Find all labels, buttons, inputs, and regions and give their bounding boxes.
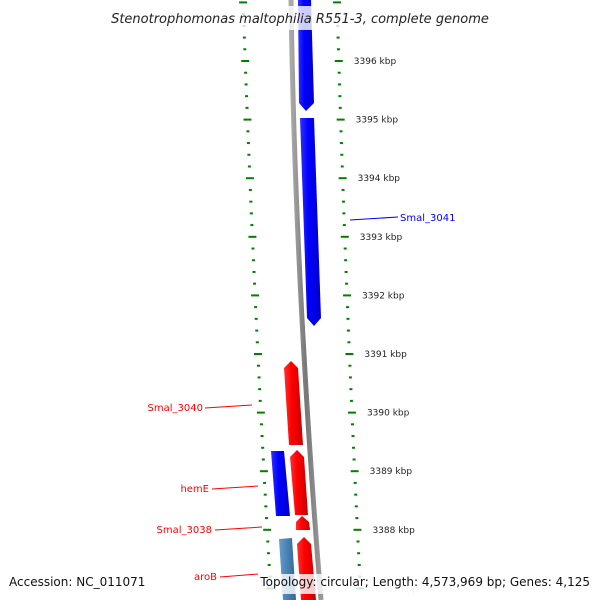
tick-label: 3391 kbp bbox=[364, 350, 407, 360]
tick-label: 3392 kbp bbox=[362, 291, 405, 301]
inner-tick-track bbox=[239, 1, 275, 590]
gene-label-smal-3038[interactable]: Smal_3038 bbox=[157, 525, 212, 536]
tick-label: 3395 kbp bbox=[356, 116, 399, 126]
label-line-smal-3040 bbox=[204, 404, 253, 409]
gene-smal-3040[interactable] bbox=[284, 361, 303, 445]
backbone-circle bbox=[288, 0, 324, 600]
accession-text: Accession: NC_011071 bbox=[9, 575, 145, 589]
tick-label: 3394 kbp bbox=[358, 174, 401, 184]
tick-label: 3396 kbp bbox=[354, 57, 397, 67]
outer-tick-track bbox=[333, 1, 365, 590]
tick-label: 3390 kbp bbox=[367, 409, 410, 419]
gene-label-smal-3040[interactable]: Smal_3040 bbox=[148, 403, 203, 414]
label-line-smal-3041 bbox=[349, 216, 399, 221]
gene-label-hemE[interactable]: hemE bbox=[180, 484, 209, 495]
label-line-hemE bbox=[211, 485, 259, 490]
tick-label: 3388 kbp bbox=[372, 526, 415, 536]
gene-reverse-red bbox=[290, 450, 308, 515]
tick-labels: 3396 kbp 3395 kbp 3394 kbp 3393 kbp 3392 kbp… bbox=[354, 57, 418, 594]
footer-band bbox=[0, 574, 600, 594]
gene-smal-3041[interactable] bbox=[300, 118, 321, 326]
genome-summary-text: Topology: circular; Length: 4,573,969 bp… bbox=[259, 575, 590, 589]
label-line-smal-3038 bbox=[214, 526, 263, 531]
tick-label: 3393 kbp bbox=[360, 233, 403, 243]
gene-hemE[interactable] bbox=[271, 451, 290, 516]
title-band bbox=[0, 6, 600, 30]
gene-label-aroB[interactable]: aroB bbox=[194, 572, 217, 583]
gene-label-smal-3041[interactable]: Smal_3041 bbox=[400, 213, 455, 224]
map-title: Stenotrophomonas maltophilia R551-3, com… bbox=[111, 12, 489, 27]
gene-smal-3038[interactable] bbox=[296, 516, 310, 530]
tick-label: 3389 kbp bbox=[370, 467, 413, 477]
label-line-aroB bbox=[219, 573, 259, 578]
